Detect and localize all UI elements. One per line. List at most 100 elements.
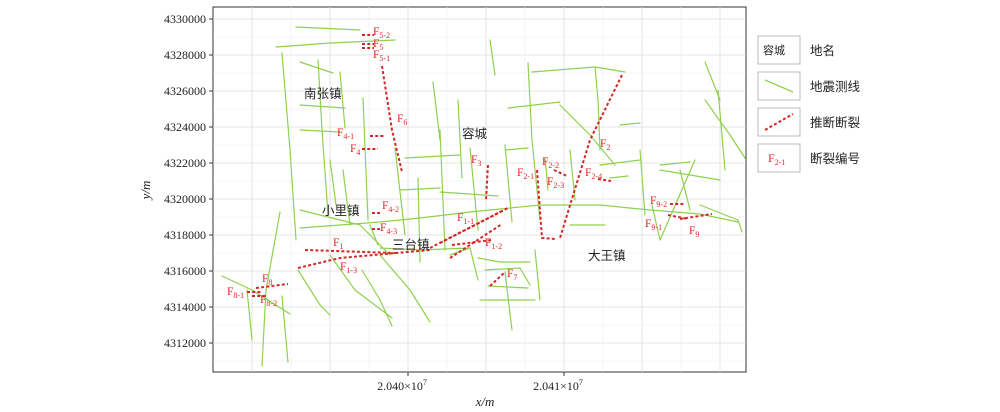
fault-f9 xyxy=(679,213,713,220)
seismic-line xyxy=(261,211,281,367)
seismic-line xyxy=(417,177,421,263)
fault-f9-1 xyxy=(667,214,689,220)
fault-label: F9-2 xyxy=(650,195,667,209)
fault-f1-3 xyxy=(297,249,431,269)
fault-label: F1 xyxy=(333,237,343,251)
y-axis-title: y/m xyxy=(138,181,153,202)
seismic-line xyxy=(299,129,341,133)
seismic-line xyxy=(439,191,499,197)
fault-f2-1 xyxy=(536,169,557,240)
fault-label: F4-1 xyxy=(337,127,354,141)
seismic-line xyxy=(379,254,431,323)
y-tick-label: 4314000 xyxy=(164,300,206,314)
y-tick-label: 4316000 xyxy=(164,264,206,278)
legend-label-place: 地名 xyxy=(810,43,835,58)
seismic-line xyxy=(544,157,549,191)
fault-label: F2-1 xyxy=(517,167,534,181)
seismic-line xyxy=(534,249,541,301)
fault-label: F5-1 xyxy=(373,49,390,63)
seismic-line xyxy=(342,169,351,226)
seismic-line xyxy=(599,159,641,166)
fault-f2-2 xyxy=(553,169,568,177)
seismic-line xyxy=(394,147,406,236)
seismic-lines xyxy=(221,26,746,367)
seismic-line xyxy=(717,89,726,171)
seismic-line xyxy=(399,187,441,191)
seismic-line xyxy=(659,159,696,241)
seismic-line xyxy=(704,99,746,159)
seismic-line xyxy=(329,159,337,206)
seismic-line xyxy=(457,99,463,179)
fault-label: F4 xyxy=(350,143,360,157)
seismic-line xyxy=(297,269,331,316)
seismic-line xyxy=(339,71,346,129)
seismic-line xyxy=(559,104,616,166)
fault-label: F1-1 xyxy=(457,212,474,226)
y-tick-label: 4318000 xyxy=(164,228,206,242)
legend-label-seismic: 地震测线 xyxy=(810,79,861,94)
seismic-line xyxy=(659,161,691,166)
place-label-xiaoli: 小里镇 xyxy=(322,203,360,218)
seismic-line xyxy=(281,295,289,363)
seismic-line xyxy=(449,247,479,281)
seismic-line xyxy=(221,275,291,315)
seismic-line xyxy=(504,147,529,151)
seismic-line xyxy=(369,224,379,246)
y-tick-label: 4326000 xyxy=(164,84,206,98)
inferred-faults xyxy=(247,34,713,297)
seismic-line xyxy=(594,66,601,151)
fault-label: F9 xyxy=(689,225,699,239)
legend-item-place: 容城 地名 xyxy=(757,35,835,65)
x-axis-title: x/m xyxy=(475,394,495,409)
y-tick-label: 4330000 xyxy=(164,12,206,26)
legend: 容城 地名 地震测线 推断断裂 F2-1 断裂编号 xyxy=(757,35,861,173)
y-tick-label: 4320000 xyxy=(164,192,206,206)
seismic-line xyxy=(439,129,446,251)
seismic-line xyxy=(487,285,529,289)
seismic-line xyxy=(317,59,329,216)
seismic-line xyxy=(295,26,361,31)
fault-f6 xyxy=(381,65,403,173)
seismic-line xyxy=(527,62,541,221)
fault-label: F5 xyxy=(373,38,383,52)
place-label-nanzhang: 南张镇 xyxy=(304,86,342,101)
fault-label: F4-3 xyxy=(380,222,397,236)
place-label-rongcheng: 容城 xyxy=(462,126,488,141)
seismic-line xyxy=(704,61,721,101)
fault-label: F9-1 xyxy=(645,218,662,232)
seismic-line xyxy=(275,39,396,48)
seismic-line xyxy=(404,154,461,159)
place-labels: 南张镇 容城 小里镇 三台镇 大王镇 xyxy=(304,86,626,263)
place-label-dawang: 大王镇 xyxy=(588,248,626,263)
seismic-line xyxy=(246,289,253,341)
fault-label: F8 xyxy=(262,273,272,287)
fault-label: F2-2 xyxy=(542,156,559,170)
grid-lines xyxy=(213,7,746,372)
seismic-line xyxy=(699,204,743,233)
fault-f8 xyxy=(255,283,289,289)
legend-label-fault-id: 断裂编号 xyxy=(810,151,860,166)
y-tick-label: 4324000 xyxy=(164,120,206,134)
seismic-line xyxy=(507,101,561,109)
seismic-line xyxy=(477,257,531,263)
seismic-line xyxy=(484,267,531,286)
seismic-line xyxy=(659,169,721,181)
seismic-line xyxy=(504,271,513,331)
seismic-line xyxy=(361,269,393,327)
fault-f2-4 xyxy=(597,178,612,182)
legend-item-fault: 推断断裂 xyxy=(757,107,860,137)
x-tick-label: 2.040×107 xyxy=(377,378,427,393)
seismic-line xyxy=(299,209,391,256)
fault-label: F2 xyxy=(600,138,610,152)
x-tick-label: 2.041×107 xyxy=(533,378,583,393)
fault-f7 xyxy=(489,272,505,287)
fault-label: F8-2 xyxy=(260,294,277,308)
legend-item-fault-id: F2-1 断裂编号 xyxy=(757,143,860,173)
seismic-line xyxy=(504,144,513,223)
seismic-line xyxy=(299,104,346,109)
fault-label: F1-2 xyxy=(485,237,502,251)
y-tick-label: 4322000 xyxy=(164,156,206,170)
x-axis: 2.040×107 2.041×107 x/m xyxy=(377,372,583,409)
legend-seismic-line-icon xyxy=(764,79,794,93)
fault-label: F4-2 xyxy=(382,200,399,214)
